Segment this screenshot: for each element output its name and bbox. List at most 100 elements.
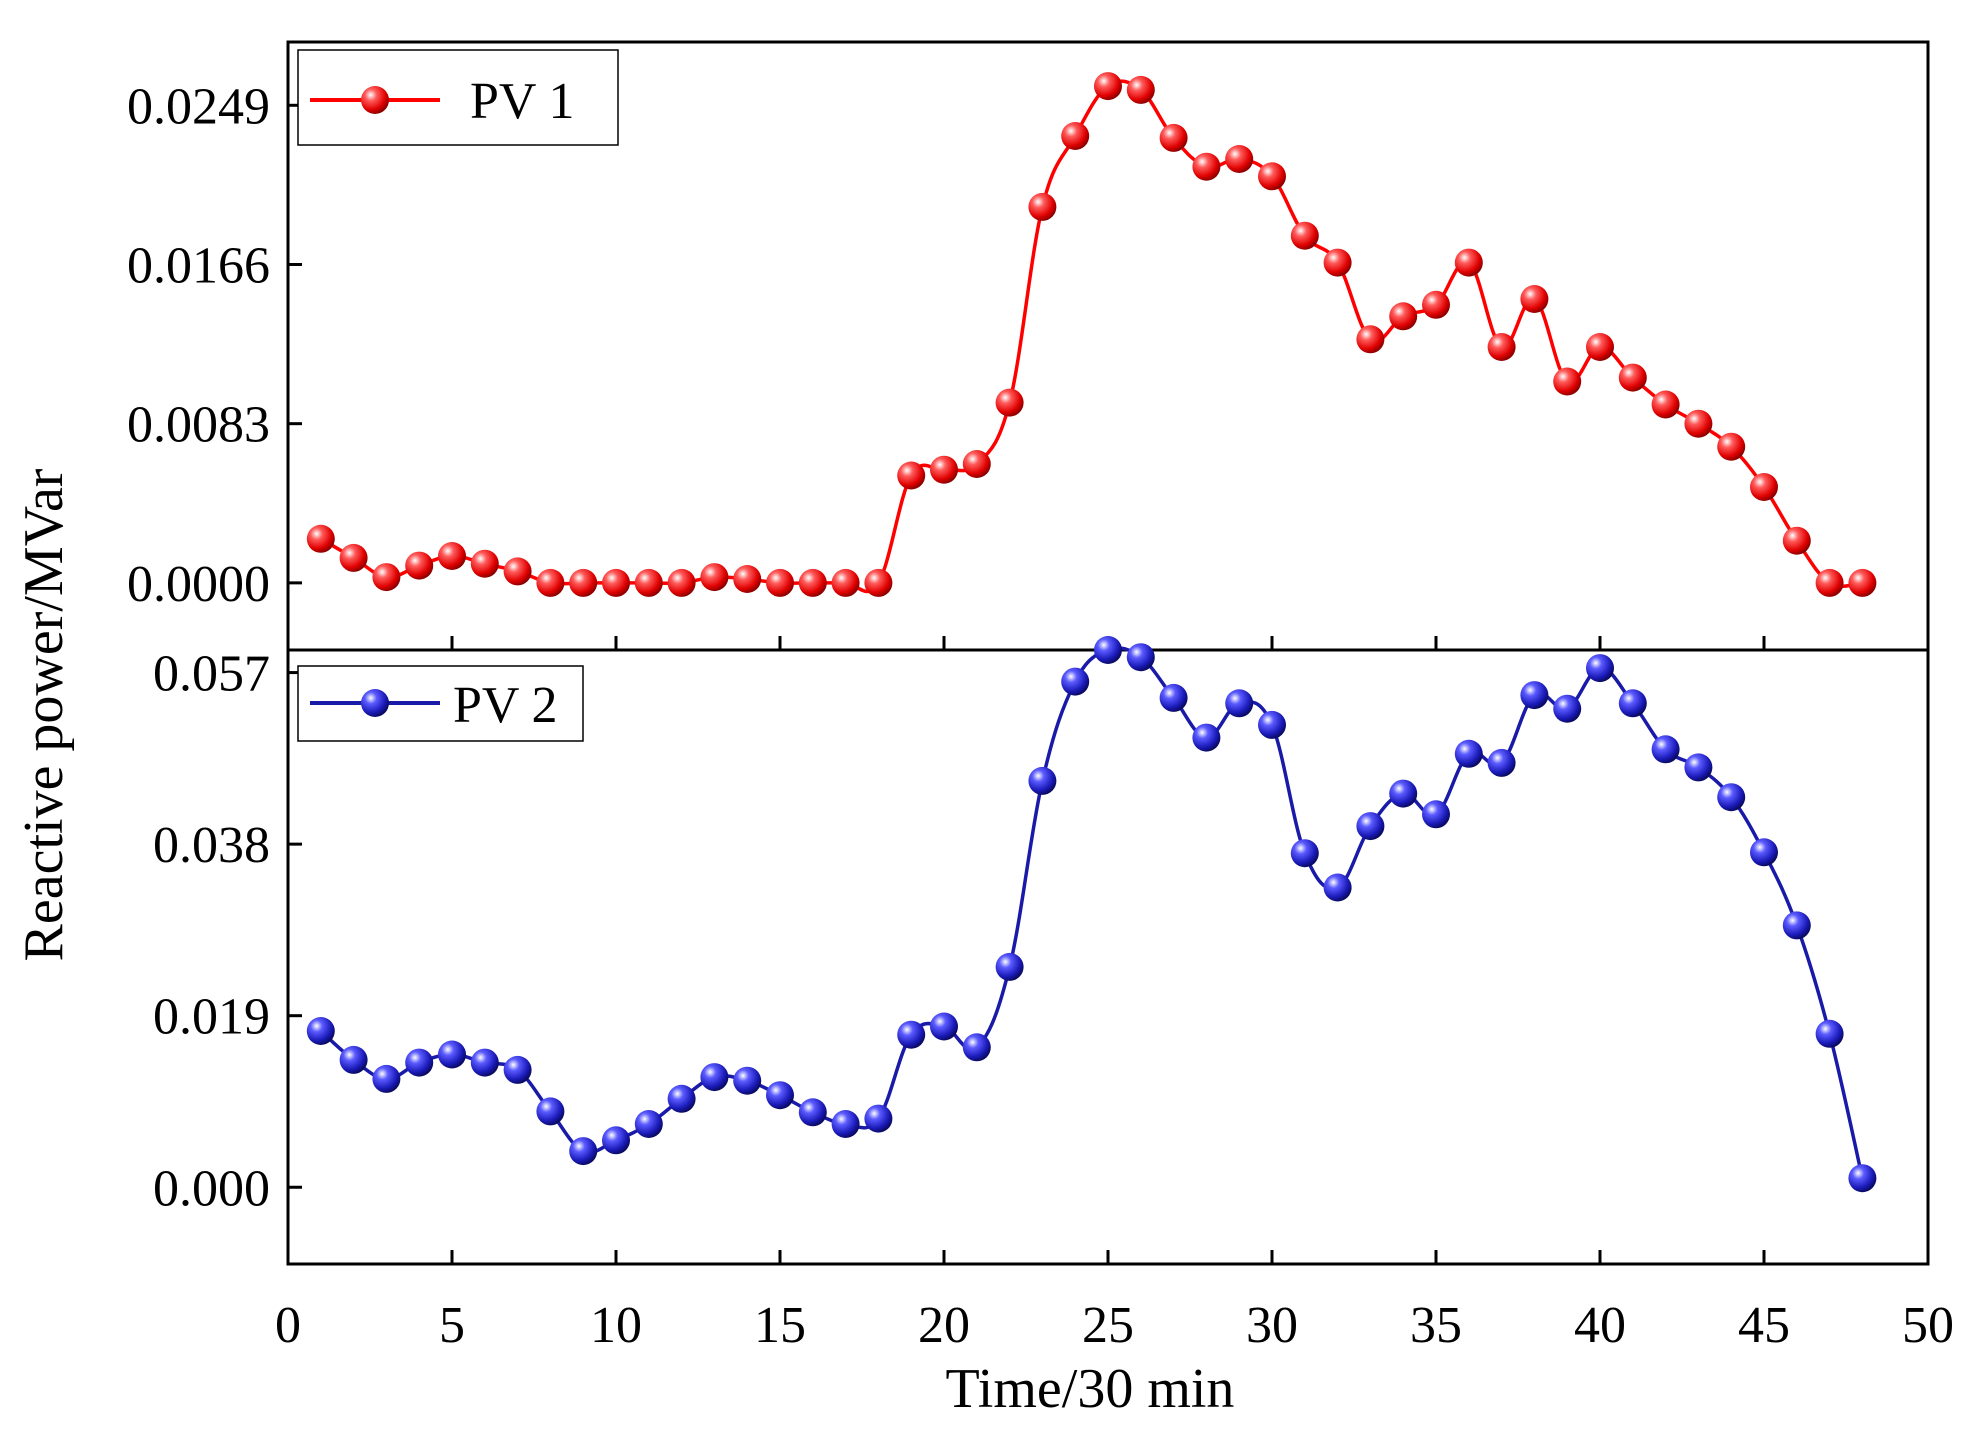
pv1-y-tick-label: 0.0249 xyxy=(127,78,270,135)
pv1-point-16 xyxy=(798,568,827,597)
x-axis: 0 5 10 15 20 25 30 35 40 45 50 xyxy=(275,1297,1954,1354)
pv2-panel: 0.000 0.019 0.038 0.057 PV 2 xyxy=(153,636,1930,1266)
pv2-point-27 xyxy=(1159,683,1188,712)
pv1-series-line xyxy=(319,79,1863,594)
pv2-point-39 xyxy=(1553,694,1582,723)
pv2-point-37 xyxy=(1487,748,1516,777)
pv1-y-tick-label: 0.0166 xyxy=(127,237,270,294)
pv1-point-40 xyxy=(1586,333,1614,361)
pv2-point-14 xyxy=(733,1066,762,1095)
pv1-point-32 xyxy=(1323,248,1352,277)
pv1-point-27 xyxy=(1159,123,1188,152)
pv1-point-22 xyxy=(995,388,1024,417)
pv1-point-8 xyxy=(536,568,565,597)
pv1-y-tick-label: 0.0083 xyxy=(127,397,270,454)
pv1-point-11 xyxy=(634,568,663,597)
pv2-point-13 xyxy=(700,1063,729,1092)
pv2-point-32 xyxy=(1323,873,1352,902)
pv2-point-3 xyxy=(372,1064,401,1093)
pv1-y-tick-label: 0.0000 xyxy=(127,556,270,613)
pv1-point-13 xyxy=(700,563,729,592)
pv2-point-22 xyxy=(995,952,1024,981)
pv1-point-33 xyxy=(1356,325,1385,354)
pv2-point-18 xyxy=(864,1104,893,1133)
x-tick-label: 35 xyxy=(1410,1297,1462,1354)
pv1-point-38 xyxy=(1520,285,1549,313)
pv1-point-30 xyxy=(1258,162,1286,191)
pv2-point-2 xyxy=(339,1045,368,1074)
pv2-point-21 xyxy=(962,1033,991,1062)
pv2-point-40 xyxy=(1586,654,1614,683)
pv2-point-36 xyxy=(1454,739,1483,768)
pv1-point-6 xyxy=(470,549,499,578)
pv2-point-24 xyxy=(1061,667,1090,696)
pv2-point-16 xyxy=(798,1098,827,1127)
pv2-point-9 xyxy=(569,1137,598,1166)
pv1-point-45 xyxy=(1750,473,1778,501)
x-tick-label: 50 xyxy=(1902,1297,1954,1354)
pv2-point-20 xyxy=(930,1012,958,1041)
pv2-point-23 xyxy=(1028,766,1057,795)
pv2-point-34 xyxy=(1389,779,1418,808)
pv1-point-39 xyxy=(1553,367,1582,396)
pv1-point-31 xyxy=(1290,221,1319,250)
pv2-point-6 xyxy=(470,1048,499,1077)
pv1-point-18 xyxy=(864,568,893,597)
pv1-point-41 xyxy=(1618,363,1647,392)
pv2-point-11 xyxy=(634,1110,663,1138)
pv1-point-1 xyxy=(306,524,335,553)
pv1-point-36 xyxy=(1454,248,1483,277)
pv1-point-23 xyxy=(1028,192,1057,221)
pv2-point-8 xyxy=(536,1097,565,1126)
pv2-point-46 xyxy=(1782,911,1811,940)
pv1-point-14 xyxy=(733,565,762,593)
pv1-point-7 xyxy=(503,557,532,586)
pv2-point-41 xyxy=(1618,689,1647,718)
pv1-point-9 xyxy=(569,568,598,597)
x-axis-label: Time/30 min xyxy=(946,1358,1235,1420)
pv2-point-17 xyxy=(831,1110,860,1138)
pv2-point-38 xyxy=(1520,681,1549,710)
pv1-point-20 xyxy=(930,455,958,484)
pv1-point-24 xyxy=(1061,122,1090,150)
pv1-point-21 xyxy=(962,450,991,478)
pv2-point-31 xyxy=(1290,839,1319,868)
x-tick-label: 45 xyxy=(1738,1297,1790,1354)
pv1-point-46 xyxy=(1782,526,1811,555)
pv1-point-48 xyxy=(1848,568,1877,597)
pv1-point-26 xyxy=(1126,75,1155,104)
pv2-point-42 xyxy=(1651,735,1680,764)
pv2-point-1 xyxy=(306,1017,335,1045)
pv2-plot-frame xyxy=(286,648,1930,1266)
pv1-point-44 xyxy=(1717,432,1746,461)
x-tick-label: 0 xyxy=(275,1297,301,1354)
x-tick-label: 10 xyxy=(590,1297,642,1354)
pv1-point-4 xyxy=(405,551,434,580)
pv1-point-28 xyxy=(1192,152,1221,181)
x-tick-label: 40 xyxy=(1574,1297,1626,1354)
pv1-point-25 xyxy=(1094,72,1122,101)
pv1-point-43 xyxy=(1684,409,1713,438)
pv2-point-26 xyxy=(1126,643,1155,672)
pv1-point-37 xyxy=(1487,333,1516,361)
x-tick-label: 25 xyxy=(1082,1297,1134,1354)
pv2-point-15 xyxy=(766,1081,794,1110)
pv1-point-42 xyxy=(1651,390,1680,419)
pv1-point-12 xyxy=(667,568,696,597)
pv2-y-tick-label: 0.019 xyxy=(153,989,270,1046)
pv1-point-34 xyxy=(1389,302,1418,331)
pv1-point-5 xyxy=(438,542,466,570)
pv2-point-4 xyxy=(405,1048,434,1077)
pv2-point-33 xyxy=(1356,812,1385,841)
pv2-point-48 xyxy=(1848,1164,1877,1193)
pv2-point-47 xyxy=(1815,1019,1844,1048)
y-axis-label: Reactive power/MVar xyxy=(13,468,75,961)
pv2-point-30 xyxy=(1258,710,1286,739)
pv2-point-43 xyxy=(1684,753,1713,782)
pv1-legend-label: PV 1 xyxy=(470,73,575,130)
x-tick-label: 15 xyxy=(754,1297,806,1354)
pv2-point-19 xyxy=(897,1020,926,1049)
pv2-point-45 xyxy=(1750,838,1778,867)
pv2-y-tick-label: 0.000 xyxy=(153,1160,270,1217)
